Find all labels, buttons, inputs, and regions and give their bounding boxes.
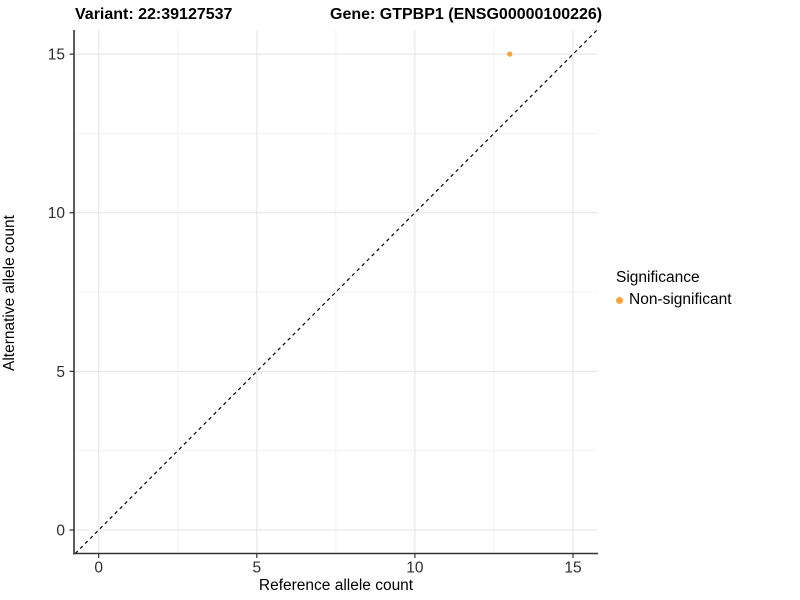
legend: Significance Non-significant bbox=[616, 269, 732, 309]
legend-point-icon bbox=[616, 296, 623, 304]
y-tick-label: 0 bbox=[56, 523, 65, 540]
x-tick-label: 10 bbox=[406, 560, 424, 577]
y-tick-label: 5 bbox=[56, 364, 65, 381]
legend-title: Significance bbox=[616, 269, 700, 286]
y-tick-label: 10 bbox=[48, 205, 66, 222]
x-tick-label: 0 bbox=[94, 560, 103, 577]
x-axis-title: Reference allele count bbox=[258, 577, 414, 594]
y-tick-label: 15 bbox=[48, 47, 65, 64]
plot-title-gene: Gene: GTPBP1 (ENSG00000100226) bbox=[330, 6, 603, 23]
legend-item-label: Non-significant bbox=[629, 291, 732, 308]
x-tick-label: 5 bbox=[252, 560, 261, 577]
plot-title-variant: Variant: 22:39127537 bbox=[75, 6, 233, 23]
legend-item: Non-significant bbox=[616, 291, 732, 309]
data-point bbox=[507, 51, 513, 57]
y-axis-title: Alternative allele count bbox=[1, 215, 18, 371]
x-tick-label: 15 bbox=[564, 560, 581, 577]
